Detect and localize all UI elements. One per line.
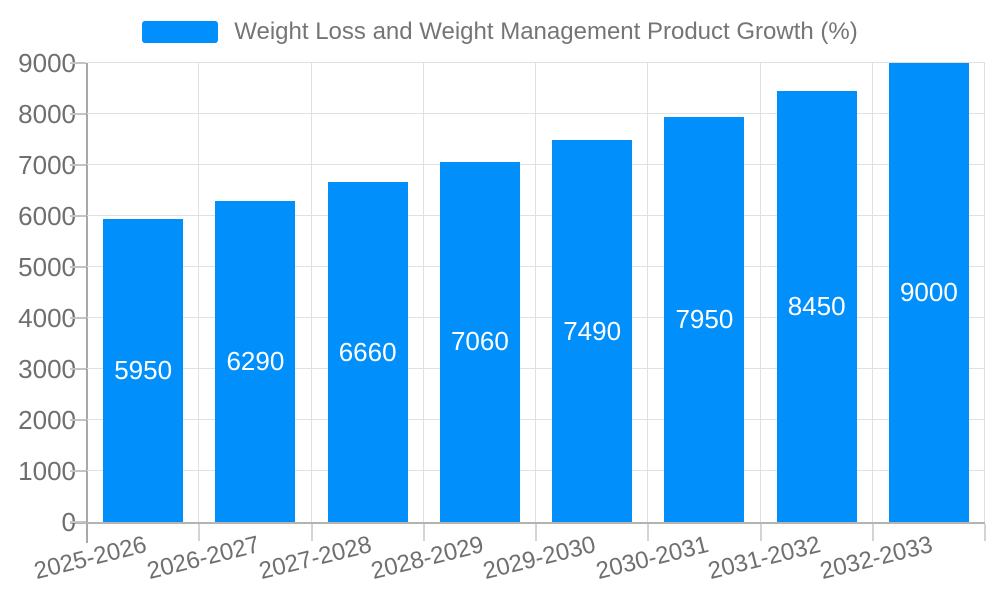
- horizontal-gridline: [87, 470, 985, 471]
- x-axis-tick: [647, 524, 650, 541]
- y-axis-tick: [70, 521, 86, 523]
- horizontal-gridline: [87, 164, 985, 165]
- x-axis-tick: [871, 524, 874, 541]
- vertical-gridline: [984, 63, 985, 522]
- x-axis-tick: [422, 524, 425, 541]
- vertical-gridline: [310, 63, 312, 522]
- bar[interactable]: 9000: [888, 63, 969, 522]
- bar[interactable]: 6290: [215, 201, 296, 522]
- x-axis-tick-label: 2031-2032: [705, 531, 824, 585]
- horizontal-gridline: [87, 62, 985, 63]
- legend: Weight Loss and Weight Management Produc…: [0, 18, 1000, 46]
- y-axis-tick: [70, 470, 86, 472]
- y-axis-tick: [70, 368, 86, 370]
- x-axis-tick: [759, 524, 762, 541]
- vertical-gridline: [871, 63, 873, 522]
- y-axis-tick-label: 4000: [18, 303, 76, 333]
- vertical-gridline: [759, 63, 761, 522]
- y-axis-tick: [70, 215, 86, 217]
- bar[interactable]: 5950: [103, 218, 184, 522]
- horizontal-gridline: [87, 368, 985, 369]
- y-axis-tick: [70, 113, 86, 115]
- vertical-gridline: [198, 63, 200, 522]
- bar-value-label: 6290: [226, 346, 285, 377]
- y-axis-tick: [70, 317, 86, 319]
- y-axis-tick: [70, 266, 86, 268]
- y-axis-tick-label: 3000: [18, 354, 76, 384]
- y-axis-tick-label: 0: [61, 507, 76, 537]
- x-axis-tick-label: 2026-2027: [144, 531, 262, 585]
- x-axis-tick-label: 2030-2031: [593, 531, 711, 585]
- bar-value-label: 9000: [899, 277, 958, 307]
- bar[interactable]: 7950: [664, 116, 745, 522]
- legend-marker-swatch[interactable]: [142, 21, 219, 43]
- horizontal-gridline: [87, 419, 985, 420]
- x-axis-tick-label: 2025-2026: [31, 531, 150, 585]
- vertical-gridline: [535, 63, 536, 522]
- y-axis-tick-label: 2000: [18, 405, 76, 435]
- y-axis-tick-label: 1000: [18, 456, 76, 486]
- plot-area: 5950 6290 6660 7060 7490 7950 8450 9000: [87, 62, 985, 522]
- x-axis-tick-label: 2032-2033: [817, 531, 936, 585]
- bar-value-label: 6660: [338, 336, 397, 367]
- y-axis-tick: [70, 164, 86, 166]
- x-axis-line: [70, 522, 985, 524]
- horizontal-gridline: [87, 113, 985, 114]
- bar[interactable]: 7060: [439, 161, 520, 522]
- bar-value-label: 7950: [675, 303, 734, 334]
- x-axis-tick-label: 2029-2030: [480, 531, 599, 585]
- x-axis-tick-label: 2027-2028: [256, 531, 375, 585]
- y-axis-tick-label: 7000: [18, 150, 76, 180]
- x-axis-tick: [535, 524, 537, 541]
- x-axis-tick: [198, 524, 201, 541]
- x-axis-tick: [984, 524, 986, 541]
- bar-value-label: 5950: [114, 354, 173, 385]
- x-axis-tick-label: 2028-2029: [368, 531, 487, 585]
- bar-value-label: 7490: [563, 315, 622, 346]
- y-axis-tick: [70, 419, 86, 421]
- horizontal-gridline: [87, 317, 985, 318]
- x-axis-tick: [310, 524, 313, 541]
- bar[interactable]: 6660: [327, 182, 408, 522]
- y-axis-line: [86, 63, 88, 543]
- bar[interactable]: 8450: [776, 91, 857, 522]
- bar-value-label: 7060: [450, 326, 509, 357]
- y-axis-tick-label: 8000: [18, 99, 76, 129]
- legend-series-label[interactable]: Weight Loss and Weight Management Produc…: [234, 18, 858, 45]
- y-axis-tick-label: 6000: [18, 201, 76, 231]
- bar[interactable]: 7490: [552, 140, 633, 522]
- vertical-gridline: [647, 63, 649, 522]
- y-axis-tick: [70, 62, 86, 64]
- horizontal-gridline: [87, 266, 985, 267]
- bar-value-label: 8450: [787, 291, 846, 322]
- y-axis-tick-label: 9000: [18, 48, 76, 78]
- y-axis-tick-label: 5000: [18, 252, 76, 282]
- vertical-gridline: [422, 63, 424, 522]
- horizontal-gridline: [87, 215, 985, 216]
